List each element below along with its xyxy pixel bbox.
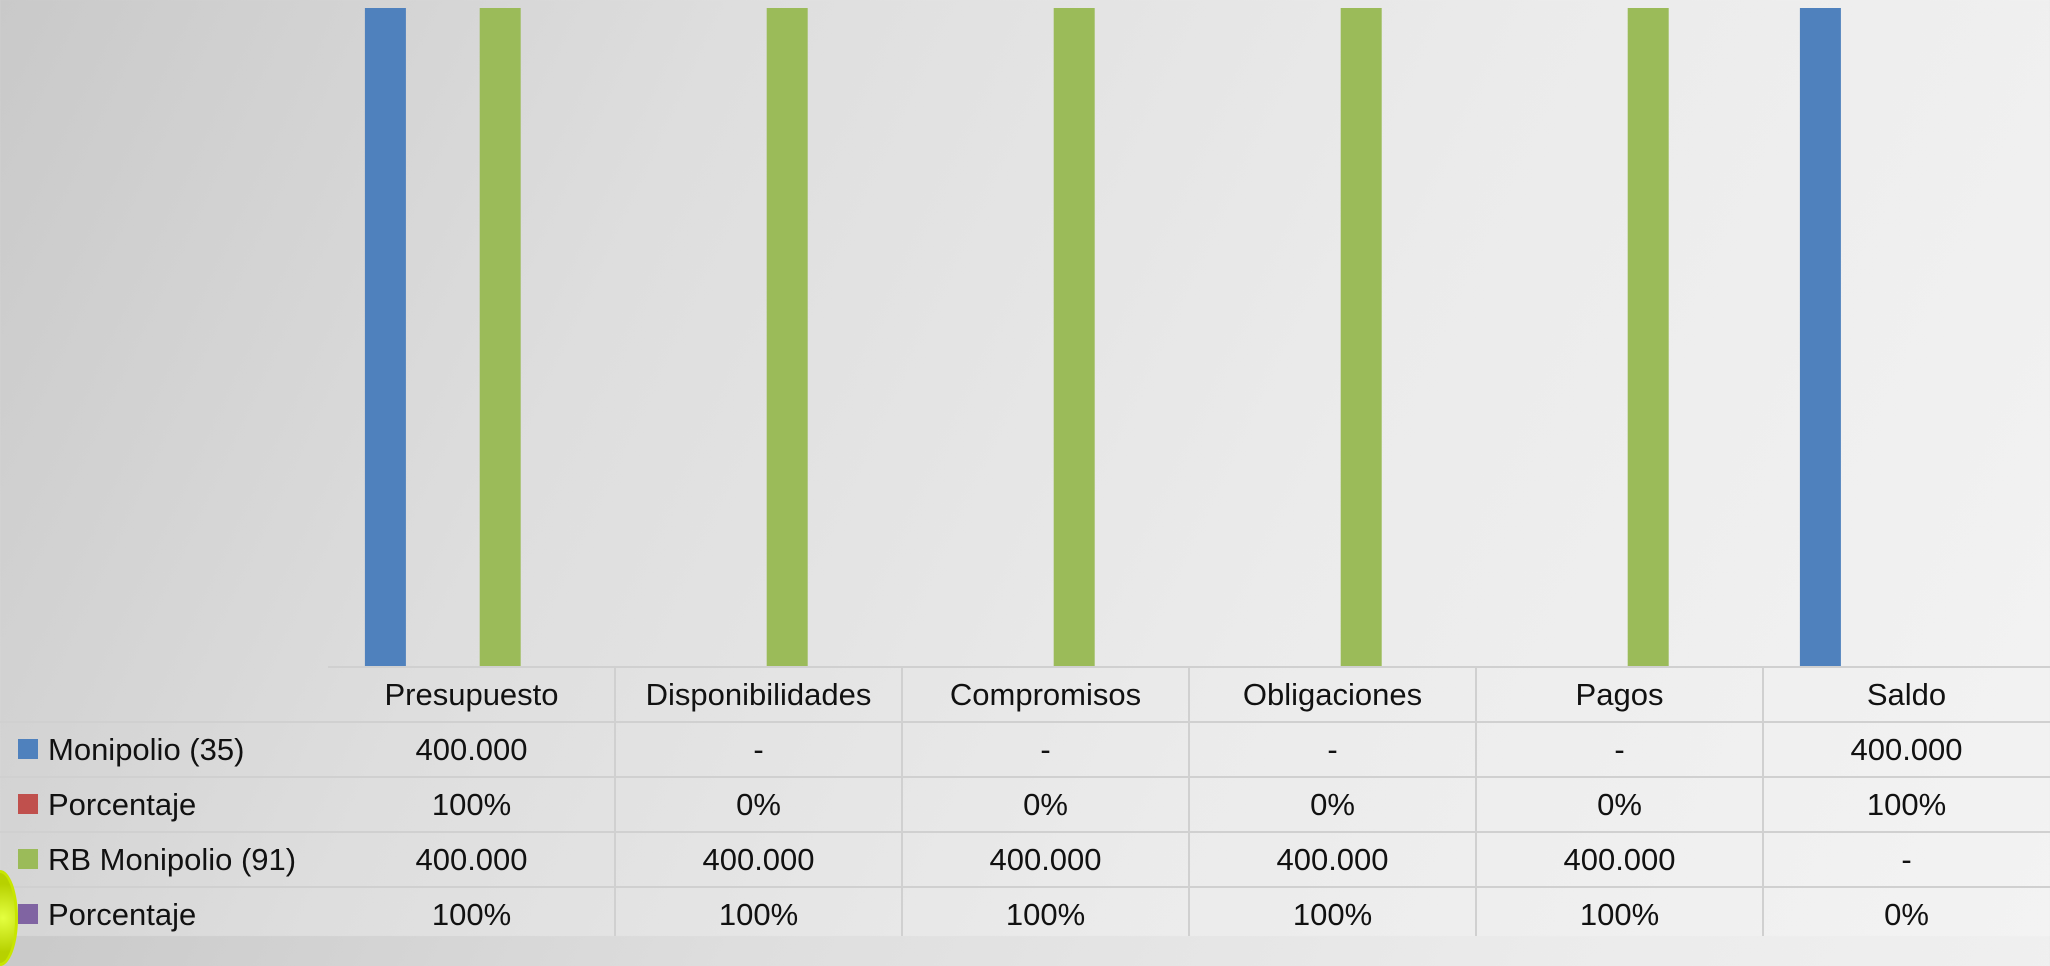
legend-series-name: Porcentaje — [48, 787, 196, 822]
table-cell-value: - — [1327, 732, 1337, 767]
table-cell-value: 100% — [432, 897, 511, 932]
table-cell-value: - — [1901, 842, 1911, 877]
chart-bar — [1053, 8, 1095, 667]
category-label: Presupuesto — [384, 677, 558, 712]
table-cell-value: 0% — [1310, 787, 1355, 822]
table-cell-value: 0% — [1023, 787, 1068, 822]
chart-svg: Presupuesto Disponibilidades Compromisos Ob… — [0, 8, 2050, 936]
legend-series-name: RB Monipolio (91) — [48, 842, 296, 877]
table-cell-value: 100% — [1580, 897, 1659, 932]
table-cell-value: 0% — [736, 787, 781, 822]
table-cell-value: 100% — [432, 787, 511, 822]
category-label: Pagos — [1576, 677, 1664, 712]
table-cell-value: - — [753, 732, 763, 767]
table-cell-value: 400.000 — [1276, 842, 1388, 877]
table-cell-value: 100% — [1867, 787, 1946, 822]
legend-series-name: Monipolio (35) — [48, 732, 244, 767]
legend-key — [18, 849, 38, 869]
table-cell-value: 400.000 — [989, 842, 1101, 877]
table-cell-value: 400.000 — [1850, 732, 1962, 767]
table-cell-value: - — [1614, 732, 1624, 767]
table-cell-value: 100% — [1006, 897, 1085, 932]
chart-bar — [1799, 8, 1841, 667]
table-cell-value: 400.000 — [1563, 842, 1675, 877]
chart-bar — [479, 8, 521, 667]
table-cell-value: - — [1040, 732, 1050, 767]
legend-series-name: Porcentaje — [48, 897, 196, 932]
category-label: Obligaciones — [1243, 677, 1422, 712]
legend-key — [18, 904, 38, 924]
table-cell-value: 100% — [719, 897, 798, 932]
chart-bar — [1627, 8, 1669, 667]
category-label: Disponibilidades — [646, 677, 872, 712]
table-cell-value: 400.000 — [415, 732, 527, 767]
table-cell-value: 400.000 — [702, 842, 814, 877]
table-cell-value: 0% — [1597, 787, 1642, 822]
table-cell-value: 100% — [1293, 897, 1372, 932]
category-label: Compromisos — [950, 677, 1141, 712]
category-label: Saldo — [1867, 677, 1946, 712]
legend-key — [18, 739, 38, 759]
chart-bar — [766, 8, 808, 667]
table-cell-value: 0% — [1884, 897, 1929, 932]
legend-key — [18, 794, 38, 814]
table-cell-value: 400.000 — [415, 842, 527, 877]
chart-bar — [1340, 8, 1382, 667]
chart-bar — [364, 8, 406, 667]
chart-container: Presupuesto Disponibilidades Compromisos Ob… — [0, 8, 2050, 966]
